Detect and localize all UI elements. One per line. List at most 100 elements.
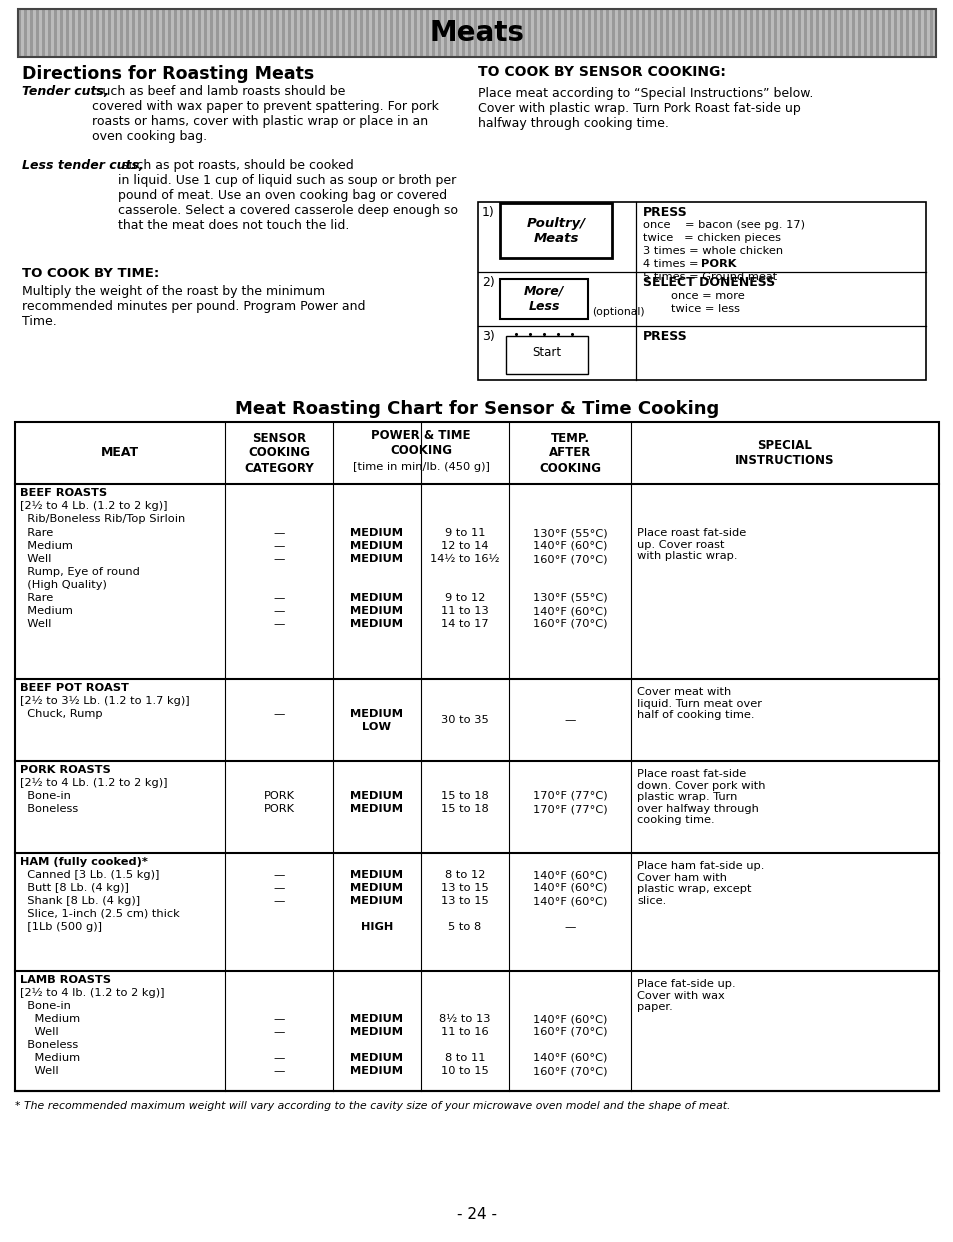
Bar — [71, 9, 75, 57]
Bar — [435, 9, 437, 57]
Bar — [443, 9, 447, 57]
Text: 10 to 15: 10 to 15 — [440, 1066, 488, 1076]
Text: PRESS: PRESS — [642, 330, 687, 343]
Bar — [686, 9, 689, 57]
Bar — [324, 9, 327, 57]
Text: Medium: Medium — [20, 542, 72, 551]
Text: 4 times =: 4 times = — [642, 260, 701, 270]
Text: [time in min/lb. (450 g)]: [time in min/lb. (450 g)] — [353, 462, 489, 472]
Bar — [699, 9, 701, 57]
Bar — [785, 9, 788, 57]
Text: twice   = chicken pieces: twice = chicken pieces — [642, 233, 781, 243]
Text: 5 to 8: 5 to 8 — [448, 922, 481, 932]
Bar — [335, 9, 338, 57]
Text: 3): 3) — [481, 330, 495, 343]
Bar — [824, 9, 827, 57]
Bar — [468, 9, 471, 57]
Bar — [560, 9, 563, 57]
Text: Tender cuts,: Tender cuts, — [22, 84, 109, 98]
Text: twice = less: twice = less — [670, 304, 740, 314]
Bar — [453, 9, 456, 57]
Bar — [581, 9, 584, 57]
Bar — [671, 9, 675, 57]
Bar — [132, 9, 135, 57]
Text: —: — — [273, 619, 284, 628]
Text: Rare: Rare — [20, 528, 53, 538]
Bar — [882, 9, 884, 57]
Bar — [641, 9, 644, 57]
Bar — [186, 9, 189, 57]
Text: PORK: PORK — [263, 804, 294, 814]
Bar — [303, 9, 306, 57]
Bar — [39, 9, 42, 57]
Bar — [111, 9, 113, 57]
Text: 140°F (60°C): 140°F (60°C) — [533, 1013, 606, 1023]
Bar — [516, 9, 518, 57]
Bar — [96, 9, 99, 57]
Bar — [120, 9, 123, 57]
Bar — [482, 9, 485, 57]
Bar — [500, 9, 503, 57]
Bar — [152, 9, 156, 57]
Text: —: — — [564, 715, 575, 725]
Text: MEDIUM: MEDIUM — [350, 1013, 403, 1023]
Bar — [740, 9, 743, 57]
Text: 140°F (60°C): 140°F (60°C) — [533, 883, 606, 893]
Text: HIGH: HIGH — [360, 922, 393, 932]
Bar — [267, 9, 270, 57]
Bar — [776, 9, 780, 57]
Text: Start: Start — [532, 347, 561, 359]
Text: 140°F (60°C): 140°F (60°C) — [533, 606, 606, 616]
Text: [2½ to 4 Lb. (1.2 to 2 kg)]: [2½ to 4 Lb. (1.2 to 2 kg)] — [20, 777, 168, 789]
Text: Butt [8 Lb. (4 kg)]: Butt [8 Lb. (4 kg)] — [20, 883, 129, 893]
Bar — [312, 9, 314, 57]
Bar — [84, 9, 87, 57]
Bar — [499, 279, 587, 319]
Text: [1Lb (500 g)]: [1Lb (500 g)] — [20, 922, 102, 932]
Bar — [929, 9, 932, 57]
Text: 160°F (70°C): 160°F (70°C) — [532, 1027, 607, 1037]
Bar — [162, 9, 165, 57]
Bar — [461, 9, 464, 57]
Text: 130°F (55°C): 130°F (55°C) — [532, 592, 607, 604]
Bar — [231, 9, 233, 57]
Bar — [597, 9, 599, 57]
Text: POWER & TIME
COOKING: POWER & TIME COOKING — [371, 428, 470, 457]
Bar — [450, 9, 453, 57]
Bar — [273, 9, 275, 57]
Bar — [489, 9, 492, 57]
Text: MEDIUM: MEDIUM — [350, 528, 403, 538]
Bar — [827, 9, 830, 57]
Bar — [228, 9, 231, 57]
Bar — [210, 9, 213, 57]
Bar — [764, 9, 767, 57]
Bar — [620, 9, 623, 57]
Bar — [105, 9, 108, 57]
Bar — [654, 9, 657, 57]
Bar — [555, 9, 558, 57]
Bar — [518, 9, 521, 57]
Bar — [710, 9, 713, 57]
Bar — [75, 9, 78, 57]
Bar — [602, 9, 605, 57]
Text: MEDIUM: MEDIUM — [350, 1053, 403, 1063]
Bar — [692, 9, 696, 57]
Bar — [387, 9, 390, 57]
Text: once = more: once = more — [670, 291, 744, 301]
Bar — [183, 9, 186, 57]
Text: —: — — [273, 1053, 284, 1063]
Text: MEDIUM: MEDIUM — [350, 554, 403, 564]
Text: 15 to 18: 15 to 18 — [440, 804, 488, 814]
Bar — [87, 9, 90, 57]
Bar — [270, 9, 273, 57]
Bar — [479, 9, 482, 57]
Bar — [773, 9, 776, 57]
Text: Poultry/
Meats: Poultry/ Meats — [526, 216, 585, 245]
Bar — [380, 9, 384, 57]
Bar — [225, 9, 228, 57]
Bar — [815, 9, 818, 57]
Bar — [333, 9, 335, 57]
Text: 3 times = whole chicken: 3 times = whole chicken — [642, 246, 782, 256]
Text: Slice, 1-inch (2.5 cm) thick: Slice, 1-inch (2.5 cm) thick — [20, 909, 179, 919]
Bar — [282, 9, 285, 57]
